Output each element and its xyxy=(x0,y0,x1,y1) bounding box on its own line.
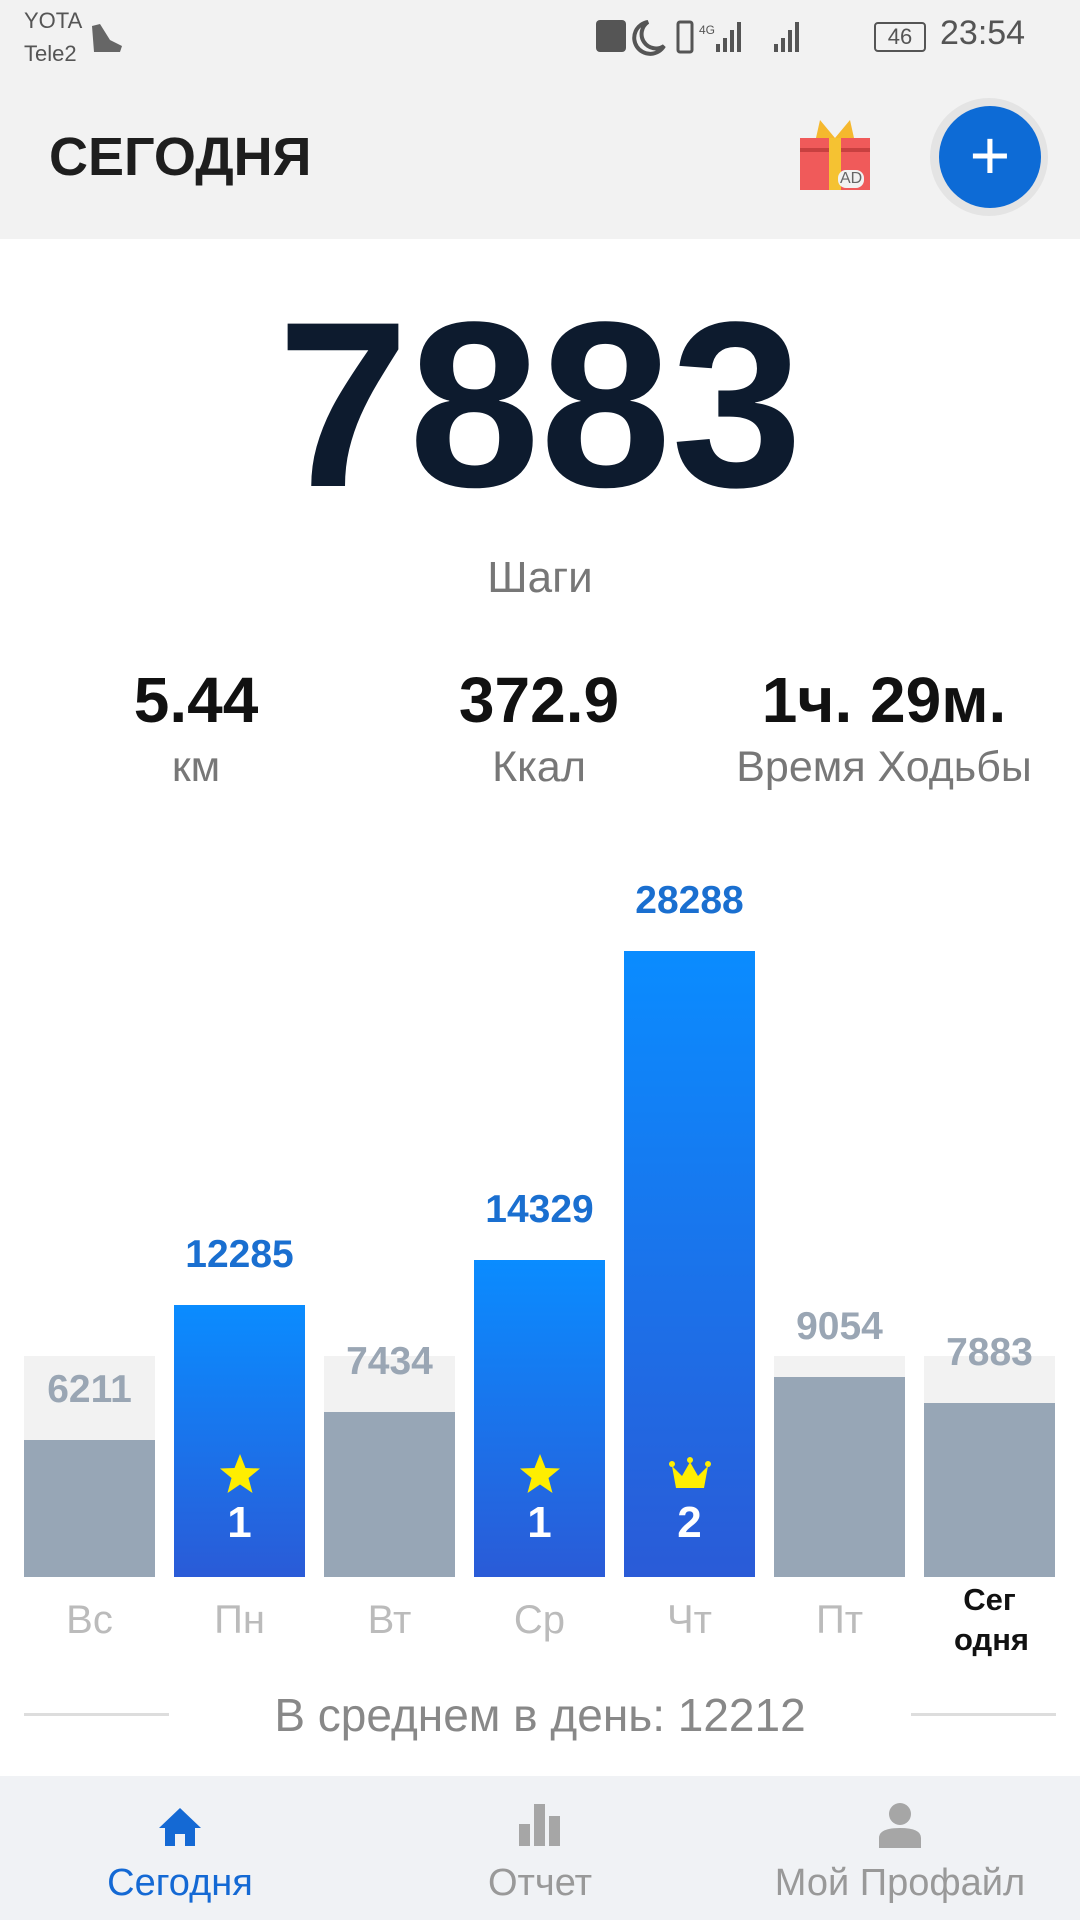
stat-walk-time: 1ч. 29м. Время Ходьбы xyxy=(704,663,1064,792)
daily-average: В среднем в день: 12212 xyxy=(274,1689,806,1741)
badge-count: 2 xyxy=(677,1498,702,1547)
bar-value-label: 9054 xyxy=(796,1304,883,1348)
nav-today-label: Сегодня xyxy=(107,1862,253,1904)
bar-chart-icon xyxy=(519,1804,560,1846)
steps-count: 7883 xyxy=(277,273,803,537)
clock: 23:54 xyxy=(940,14,1026,52)
shoe-icon xyxy=(92,24,122,52)
bar-value-label: 12285 xyxy=(185,1233,294,1277)
nav-report[interactable] xyxy=(360,1776,720,1920)
day-label: Пт xyxy=(815,1598,864,1642)
bar-6 xyxy=(924,1402,1055,1577)
carrier-1: YOTA xyxy=(24,8,83,33)
svg-text:4G: 4G xyxy=(699,23,715,37)
stat-value: 5.44 xyxy=(133,664,259,736)
bar-3 xyxy=(474,1259,605,1577)
stat-label: Ккал xyxy=(492,743,586,791)
bar-value-label: 7434 xyxy=(346,1340,433,1384)
nav-profile[interactable] xyxy=(720,1776,1080,1920)
stat-value: 1ч. 29м. xyxy=(761,664,1007,736)
steps-label: Шаги xyxy=(487,553,593,602)
page-title: СЕГОДНЯ xyxy=(49,127,312,187)
signal-icon xyxy=(716,22,799,52)
bar-value-label: 14329 xyxy=(485,1187,594,1231)
nav-report-label: Отчет xyxy=(487,1862,593,1904)
day-label: Чт xyxy=(667,1598,712,1642)
status-icons: 4G xyxy=(596,20,799,56)
stat-distance: 5.44 км xyxy=(16,663,376,792)
divider-right xyxy=(911,1713,1056,1716)
nav-profile-label: Мой Профайл xyxy=(774,1862,1026,1904)
gift-ad-button[interactable]: AD xyxy=(796,118,874,192)
header-bar xyxy=(0,0,1080,239)
stat-calories: 372.9 Ккал xyxy=(359,663,719,792)
nfc-icon xyxy=(596,20,626,52)
battery-indicator: 46 xyxy=(874,22,926,52)
ad-badge: AD xyxy=(838,170,865,188)
stat-label: км xyxy=(171,743,221,791)
crown-icon xyxy=(668,1452,712,1496)
bar-0 xyxy=(24,1439,155,1577)
day-label: Пн xyxy=(214,1598,265,1642)
star-icon xyxy=(218,1452,262,1496)
bar-value-label: 6211 xyxy=(47,1367,132,1411)
day-label: Ср xyxy=(513,1598,566,1642)
star-icon xyxy=(518,1452,562,1496)
badge-count: 1 xyxy=(527,1498,552,1547)
divider-left xyxy=(24,1713,169,1716)
profile-icon xyxy=(879,1803,921,1848)
badge-count: 1 xyxy=(227,1498,252,1547)
day-label: Сег одня xyxy=(954,1582,1030,1657)
day-label: Вс xyxy=(66,1598,113,1642)
bar-value-label: 28288 xyxy=(635,879,744,922)
bar-value-label: 7883 xyxy=(946,1330,1033,1374)
nav-today[interactable] xyxy=(0,1776,360,1920)
carrier-2: Tele2 xyxy=(24,41,77,66)
bottom-nav xyxy=(0,1776,1080,1920)
bar-2 xyxy=(324,1412,455,1577)
bar-5 xyxy=(774,1376,905,1577)
stat-label: Время Ходьбы xyxy=(736,743,1032,791)
day-label: Вт xyxy=(367,1598,412,1642)
moon-icon xyxy=(632,20,666,56)
stat-value: 372.9 xyxy=(458,664,620,736)
vibrate-icon xyxy=(676,20,694,54)
home-icon xyxy=(159,1808,201,1846)
add-button[interactable]: + xyxy=(939,106,1041,208)
bar-1 xyxy=(174,1305,305,1577)
